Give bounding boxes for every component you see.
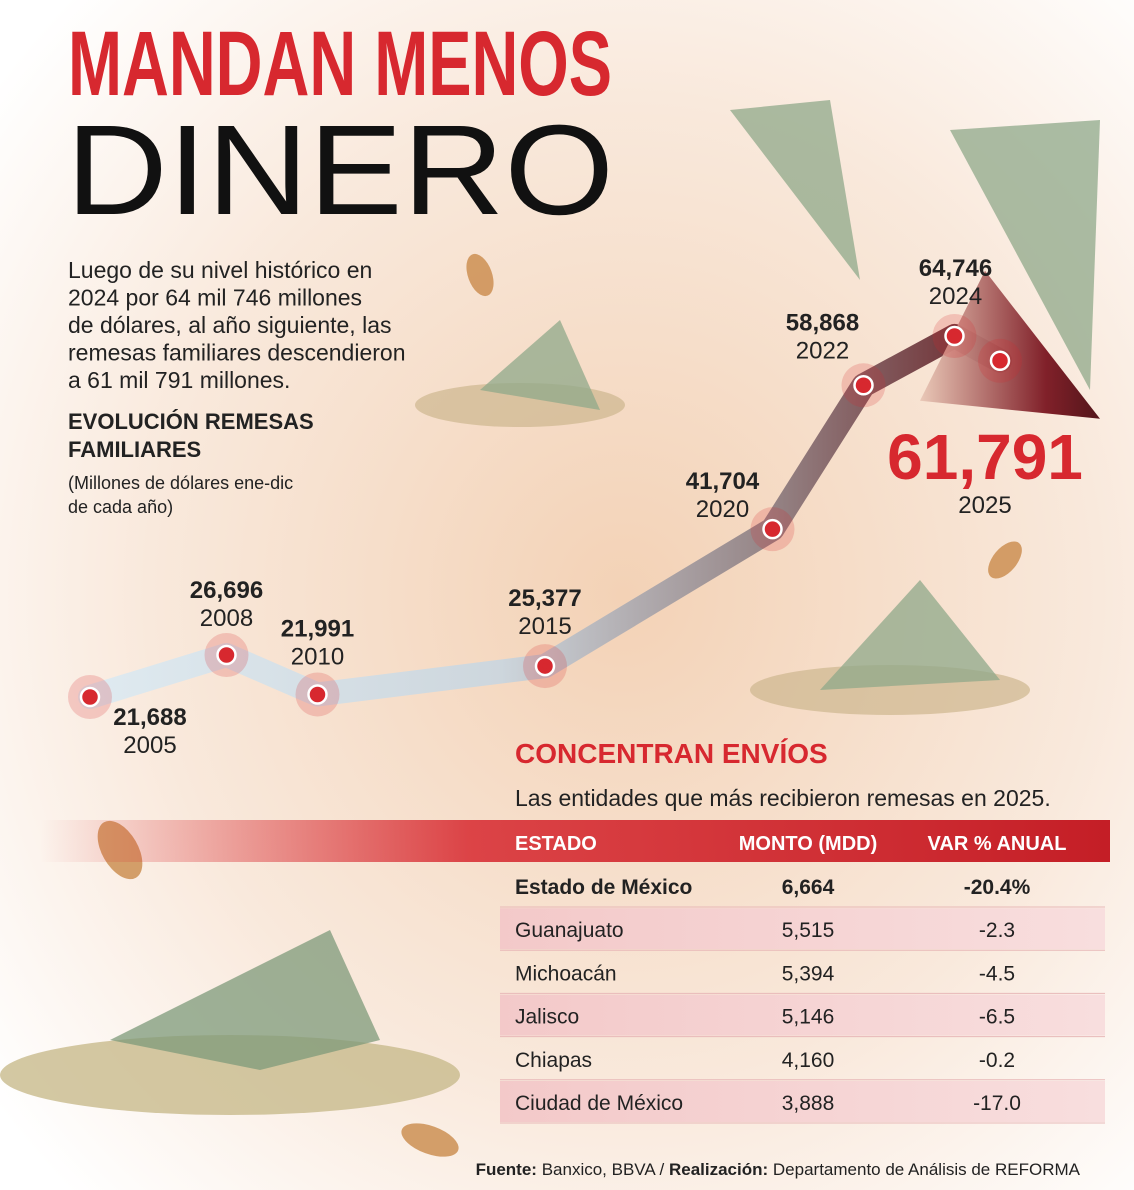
value-label: 58,868: [786, 309, 859, 336]
column-header: ESTADO: [515, 833, 597, 855]
table-cell: Michoacán: [515, 962, 617, 985]
table-cell: 5,394: [782, 962, 835, 985]
table-cell: Ciudad de México: [515, 1092, 683, 1115]
column-header: VAR % ANUAL: [928, 833, 1067, 855]
footer: Fuente: Banxico, BBVA / Realización: Dep…: [476, 1160, 1081, 1179]
point-core: [951, 333, 958, 339]
point-core: [87, 694, 93, 700]
arrow-head: [920, 270, 1100, 419]
point-core: [314, 691, 321, 698]
column-header: MONTO (MDD): [739, 833, 878, 855]
money-illustration: [110, 930, 380, 1070]
chart-note: (Millones de dólares ene-dic: [68, 473, 293, 493]
credit-label: Realización:: [669, 1160, 768, 1179]
table-cell: -17.0: [973, 1092, 1021, 1115]
table-cell: 5,515: [782, 919, 835, 942]
title: MANDAN MENOS: [68, 13, 612, 115]
intro-line: 2024 por 64 mil 746 millones: [68, 285, 362, 311]
point-core: [223, 652, 230, 659]
intro-line: Luego de su nivel histórico en: [68, 257, 372, 283]
money-illustration: [730, 100, 860, 280]
value-label: 41,704: [686, 468, 760, 495]
point-core: [769, 526, 776, 533]
money-illustration: [480, 320, 600, 410]
table-cell: Jalisco: [515, 1006, 579, 1029]
row-stripe: [500, 994, 1105, 1036]
table-cell: Chiapas: [515, 1049, 592, 1072]
table-cell: -4.5: [979, 962, 1015, 985]
table: CONCENTRAN ENVÍOS Las entidades que más r…: [40, 738, 1110, 1124]
source-label: Fuente:: [476, 1160, 537, 1179]
point-core: [860, 382, 867, 389]
chart-title: FAMILIARES: [68, 437, 201, 462]
money-illustration: [820, 580, 1000, 690]
table-subtitle: Las entidades que más recibieron remesas…: [515, 785, 1051, 811]
table-cell: Estado de México: [515, 876, 692, 899]
intro-line: de dólares, al año siguiente, las: [68, 312, 392, 338]
grass-patch: [0, 1035, 460, 1115]
year-label: 2015: [518, 613, 571, 640]
credit: Departamento de Análisis de REFORMA: [773, 1160, 1081, 1179]
value-label: 21,991: [281, 615, 354, 642]
table-cell: -0.2: [979, 1049, 1015, 1072]
value-label-highlight: 61,791: [887, 421, 1083, 493]
value-label: 64,746: [919, 255, 992, 282]
value-label: 21,688: [113, 704, 186, 731]
chart-title: EVOLUCIÓN REMESAS: [68, 409, 314, 434]
leaf: [988, 541, 1022, 579]
year-label: 2005: [123, 732, 176, 759]
table-cell: 3,888: [782, 1092, 835, 1115]
table-cell: 5,146: [782, 1006, 835, 1029]
table-cell: 4,160: [782, 1049, 835, 1072]
header-band: [40, 820, 1110, 862]
leaf: [466, 253, 494, 297]
trend-line: [78, 324, 1012, 709]
money-illustration: [950, 120, 1100, 390]
table-cell: -20.4%: [964, 876, 1031, 899]
year-label: 2024: [929, 283, 982, 310]
table-cell: -6.5: [979, 1006, 1015, 1029]
row-stripe: [500, 908, 1105, 950]
point-core: [997, 357, 1003, 364]
table-cell: -2.3: [979, 919, 1015, 942]
subtitle: DINERO: [66, 99, 614, 242]
table-title: CONCENTRAN ENVÍOS: [515, 738, 828, 769]
source: Banxico, BBVA /: [542, 1160, 665, 1179]
chart: EVOLUCIÓN REMESAS FAMILIARES (Millones de …: [68, 255, 1100, 759]
year-label: 2022: [796, 337, 849, 364]
leaf: [401, 1123, 459, 1157]
year-label: 2008: [200, 605, 253, 632]
year-label: 2025: [958, 492, 1011, 519]
chart-note: de cada año): [68, 497, 173, 517]
year-label: 2010: [291, 643, 344, 670]
year-label: 2020: [696, 496, 749, 523]
intro-line: a 61 mil 791 millones.: [68, 367, 290, 393]
row-stripe: [500, 1081, 1105, 1122]
value-label: 25,377: [508, 585, 581, 612]
value-label: 26,696: [190, 577, 263, 604]
table-cell: Guanajuato: [515, 919, 624, 942]
table-cell: 6,664: [782, 876, 835, 899]
point-core: [542, 663, 548, 670]
intro-line: remesas familiares descendieron: [68, 340, 406, 366]
